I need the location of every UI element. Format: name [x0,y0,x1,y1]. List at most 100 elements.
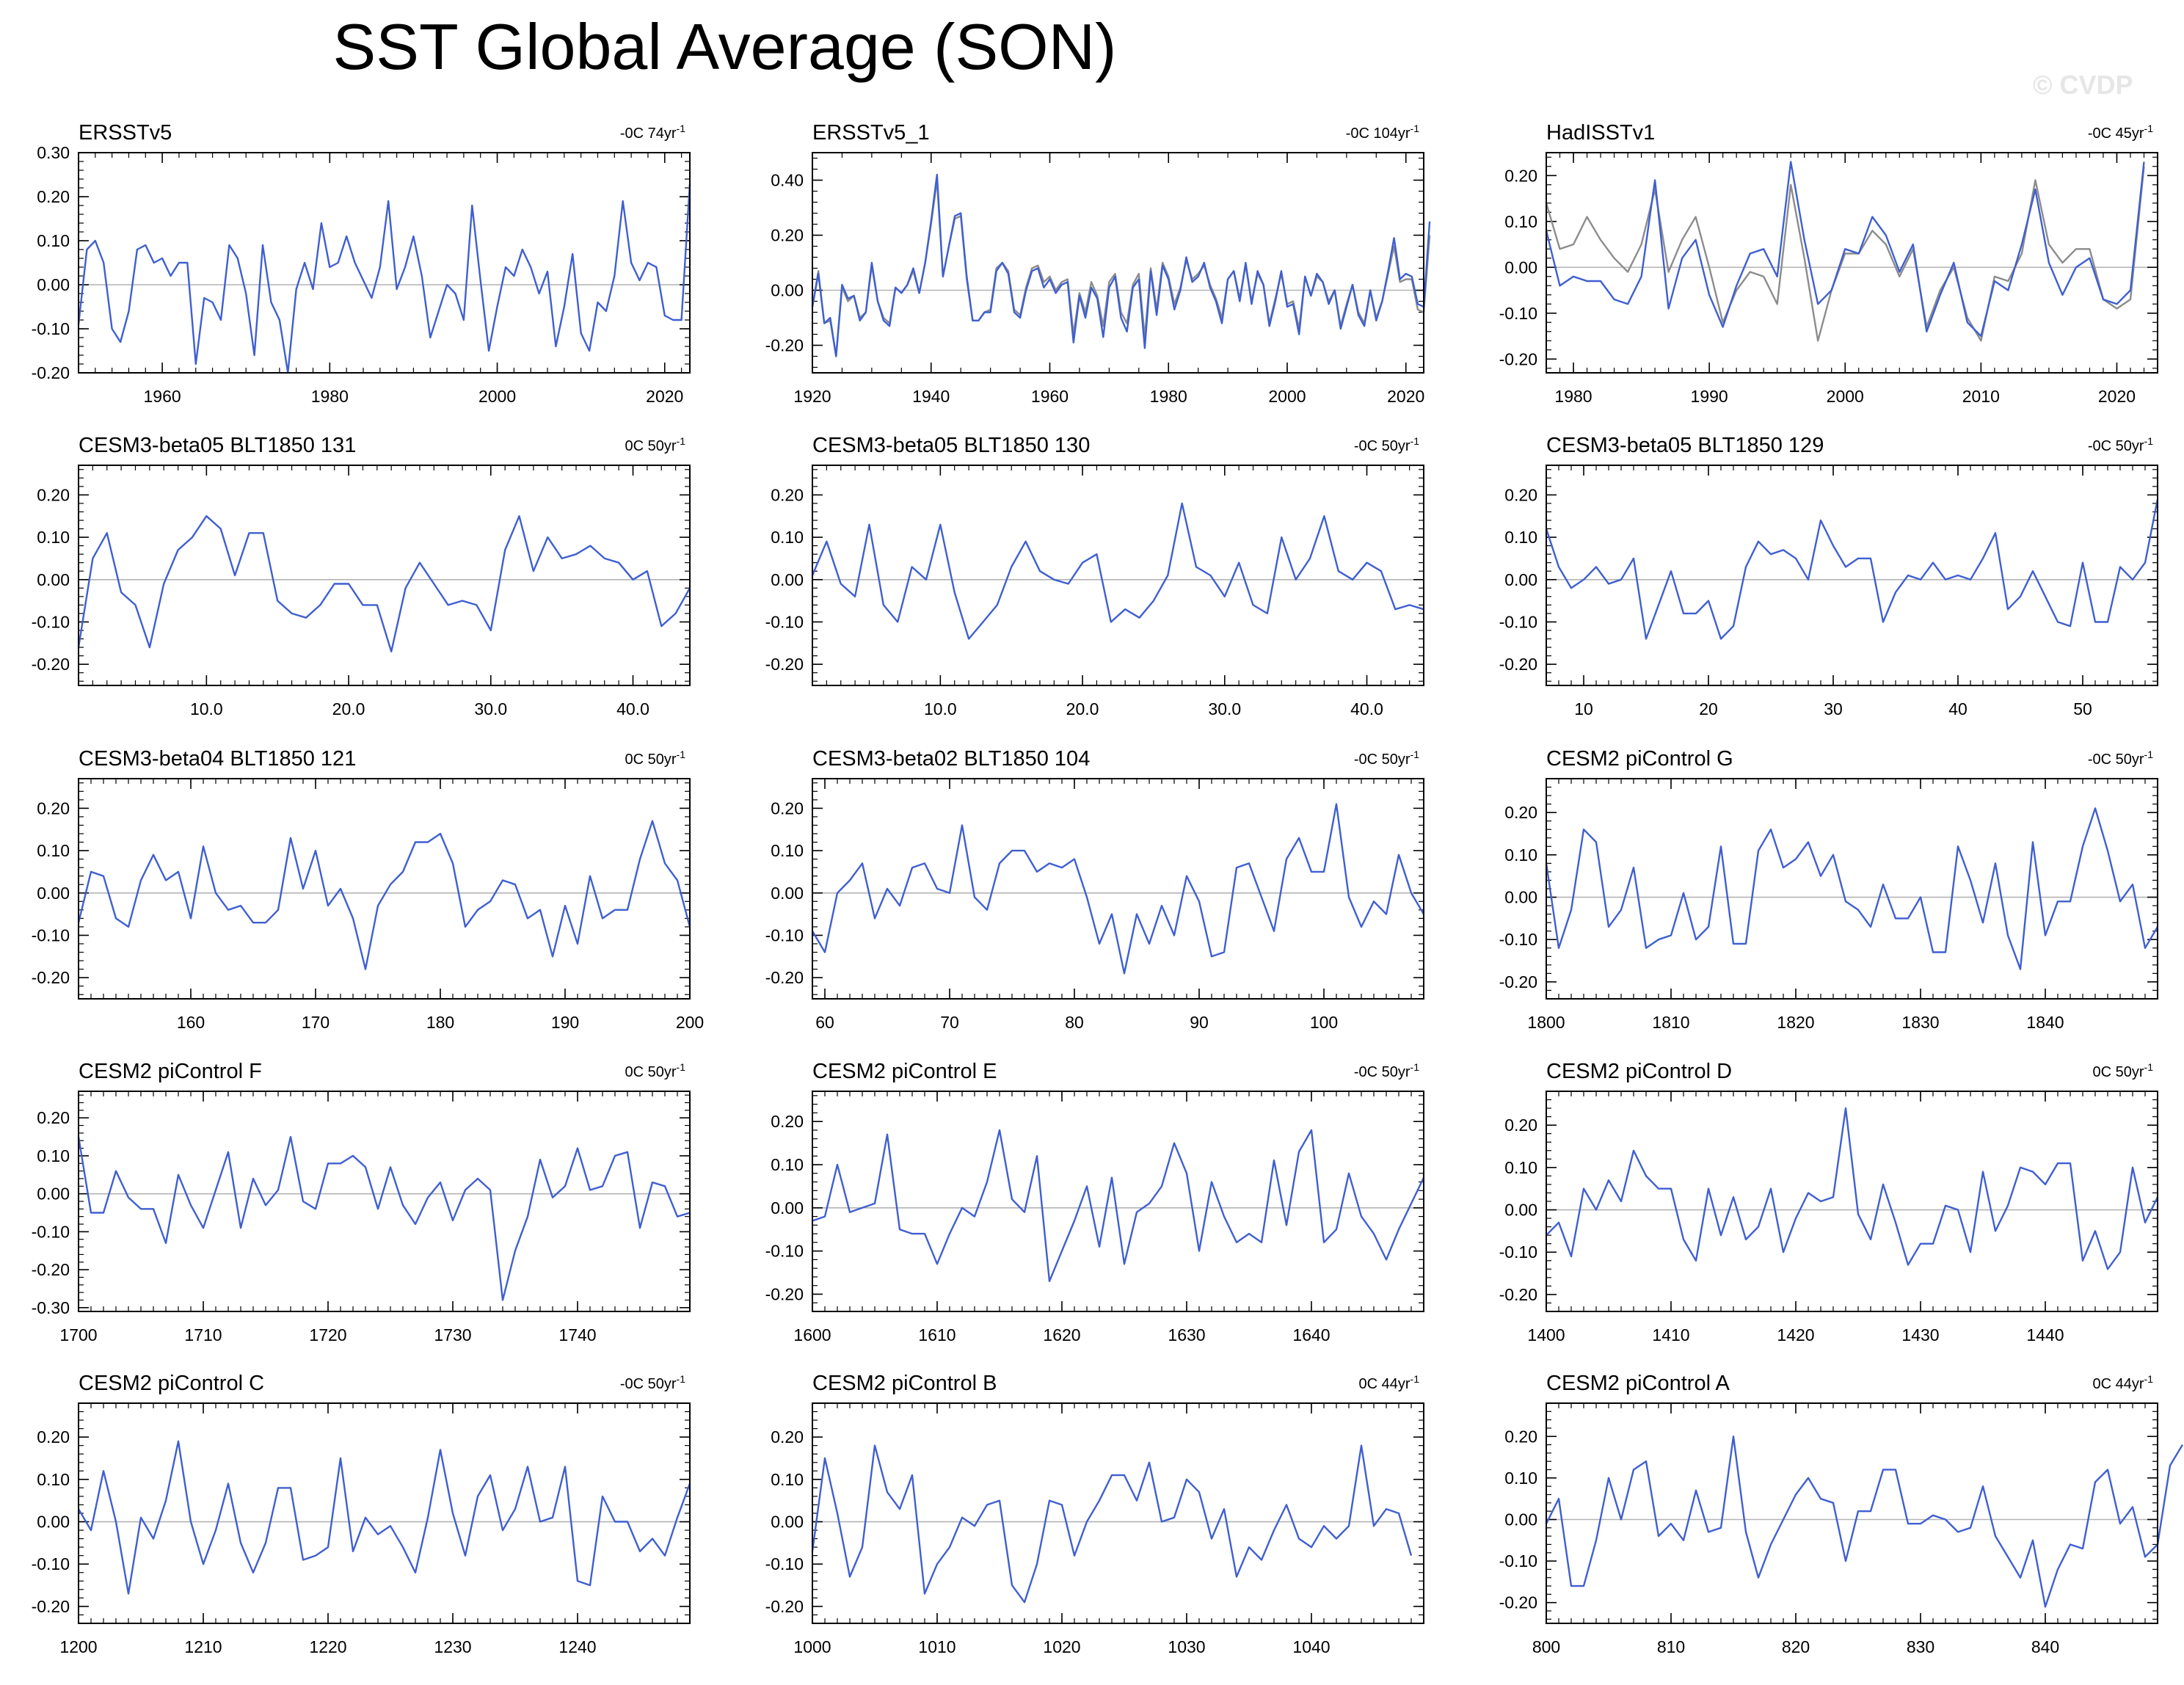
y-tick-label: -0.10 [1499,1551,1537,1571]
y-tick-label: 0.00 [1504,888,1537,907]
y-tick-label: 0.10 [1504,1158,1537,1177]
series-line-primary [1545,1435,2184,1608]
series-line-primary [77,820,691,970]
trend-label: -0C 50yr-1 [620,1373,685,1392]
x-tick-label: 1440 [2026,1325,2064,1344]
series-line-primary [1546,1107,2159,1270]
y-tick-label: 0.20 [1504,803,1537,822]
y-tick-label: -0.20 [32,655,70,674]
series-line-primary [1545,807,2159,970]
y-tick-label: -0.20 [32,363,70,382]
trend-exponent: -1 [2144,749,2154,760]
x-tick-label: 1820 [1777,1013,1814,1032]
y-tick-label: -0.20 [32,1597,70,1616]
y-tick-label: 0.10 [1504,845,1537,865]
chart-panel: CESM3-beta05 BLT1850 131 0C 50yr-1 10.0 20.… [32,434,691,718]
x-tick-label: 840 [2031,1637,2059,1656]
chart-panel: CESM3-beta04 BLT1850 121 0C 50yr-1 160 170 1… [32,747,705,1032]
y-tick-label: 0.10 [37,1146,70,1165]
x-tick-label: 1990 [1691,387,1728,406]
trend-value: -0C 50yr [2088,438,2144,454]
plot-frame [1546,152,2158,374]
watermark: © CVDP [2033,70,2133,100]
x-tick-label: 1630 [1168,1325,1205,1344]
x-tick-label: 1620 [1043,1325,1080,1344]
trend-label: -0C 50yr-1 [1354,1061,1419,1080]
y-tick-label: -0.20 [765,655,804,674]
x-tick-label: 1010 [918,1637,956,1656]
trend-label: -0C 104yr-1 [1346,123,1419,142]
x-tick-label: 1410 [1652,1325,1689,1344]
x-tick-label: 1430 [1901,1325,1939,1344]
x-tick-label: 180 [426,1013,454,1032]
x-tick-label: 1210 [184,1637,222,1656]
x-tick-label: 800 [1532,1637,1560,1656]
trend-value: -0C 50yr [1354,751,1410,768]
trend-label: 0C 44yr-1 [1359,1373,1420,1392]
x-tick-label: 1920 [793,387,831,406]
y-tick-label: 0.00 [771,884,804,903]
trend-exponent: -1 [2144,435,2154,447]
x-tick-label: 1700 [59,1325,97,1344]
x-tick-label: 190 [551,1013,579,1032]
trend-label: -0C 50yr-1 [2088,749,2153,768]
y-tick-label: 0.00 [1504,258,1537,277]
x-tick-label: 2020 [646,387,683,406]
trend-exponent: -1 [677,435,686,447]
plot-frame [1546,1091,2158,1312]
series-line-primary [77,1135,691,1301]
y-tick-label: -0.10 [765,1554,804,1573]
trend-exponent: -1 [2144,123,2154,134]
panel-title: CESM2 piControl F [79,1060,262,1083]
y-tick-label: 0.10 [771,1155,804,1174]
x-tick-label: 100 [1310,1013,1338,1032]
trend-value: -0C 74yr [620,125,677,142]
x-tick-label: 20 [1699,699,1718,718]
y-tick-label: 0.00 [1504,1510,1537,1529]
x-tick-label: 30.0 [1208,699,1241,718]
trend-exponent: -1 [677,1061,686,1073]
y-tick-label: 0.20 [1504,166,1537,185]
trend-label: -0C 50yr-1 [1354,435,1419,454]
x-tick-label: 2000 [1827,387,1864,406]
chart-panel: CESM2 piControl D 0C 50yr-1 1400 1410 1420 14… [1499,1060,2159,1344]
y-tick-label: 0.40 [771,171,804,190]
trend-value: 0C 44yr [1359,1376,1410,1392]
trend-exponent: -1 [677,123,686,134]
chart-panel: HadISSTv1 -0C 45yr-1 1980 1990 2000 2010 2020 -… [1499,121,2158,406]
x-tick-label: 80 [1065,1013,1084,1032]
x-tick-label: 1960 [1031,387,1069,406]
plot-frame [78,1402,691,1624]
chart-panel: ERSSTv5 -0C 74yr-1 1960 1980 2000 2020 -0.20 -0… [32,121,691,406]
trend-exponent: -1 [1410,435,1420,447]
y-tick-label: 0.20 [1504,485,1537,504]
panel-title: CESM2 piControl E [812,1060,997,1083]
y-tick-label: -0.20 [32,1260,70,1279]
y-tick-label: -0.20 [1499,349,1537,368]
y-tick-label: -0.20 [765,1284,804,1303]
x-tick-label: 10.0 [924,699,957,718]
y-tick-label: 0.20 [771,1112,804,1131]
y-tick-label: 0.20 [37,187,70,206]
chart-panel: CESM3-beta05 BLT1850 130 -0C 50yr-1 10.0 20… [765,434,1424,718]
page-title: SST Global Average (SON) [332,10,1117,83]
trend-label: 0C 44yr-1 [2093,1373,2154,1392]
x-tick-label: 1610 [918,1325,956,1344]
x-tick-label: 1240 [558,1637,596,1656]
x-tick-label: 1980 [311,387,349,406]
y-tick-label: -0.20 [32,968,70,987]
x-tick-label: 1640 [1292,1325,1330,1344]
y-tick-label: 0.20 [37,1108,70,1127]
y-tick-label: 0.20 [771,485,804,504]
y-tick-label: 0.00 [1504,1201,1537,1220]
x-tick-label: 170 [302,1013,330,1032]
trend-exponent: -1 [2144,1373,2154,1385]
y-tick-label: 0.00 [37,1184,70,1204]
y-tick-label: 0.10 [771,841,804,860]
y-tick-label: -0.10 [32,1222,70,1241]
x-tick-label: 200 [676,1013,704,1032]
panel-title: CESM2 piControl B [812,1372,997,1395]
x-tick-label: 20.0 [332,699,365,718]
plot-frame [78,1091,691,1312]
